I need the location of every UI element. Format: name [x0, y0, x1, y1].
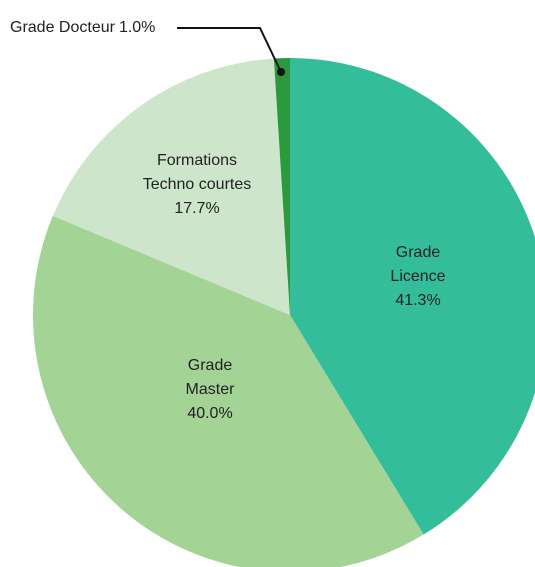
category-label: Grade Docteur: [10, 19, 115, 36]
slice-label: Grade Master 40.0%: [175, 354, 245, 426]
pie-slice: [52, 58, 290, 315]
slice-label: Formations Techno courtes 17.7%: [135, 149, 260, 221]
leader-dot: [277, 68, 285, 76]
value-label: 40.0%: [187, 405, 233, 422]
value-label: 41.3%: [395, 292, 441, 309]
category-label: Grade Licence: [390, 244, 446, 285]
category-label: Grade Master: [185, 357, 235, 398]
pie-slice: [290, 58, 535, 535]
outside-label: Grade Docteur 1.0%: [10, 19, 155, 37]
value-label: 17.7%: [174, 200, 220, 217]
leader-line: [177, 27, 282, 73]
slice-label: Grade Licence 41.3%: [383, 241, 453, 313]
category-label: Formations Techno courtes: [142, 152, 252, 193]
value-label: 1.0%: [118, 19, 156, 36]
pie-slice: [273, 58, 290, 315]
pie-slice: [33, 215, 424, 567]
